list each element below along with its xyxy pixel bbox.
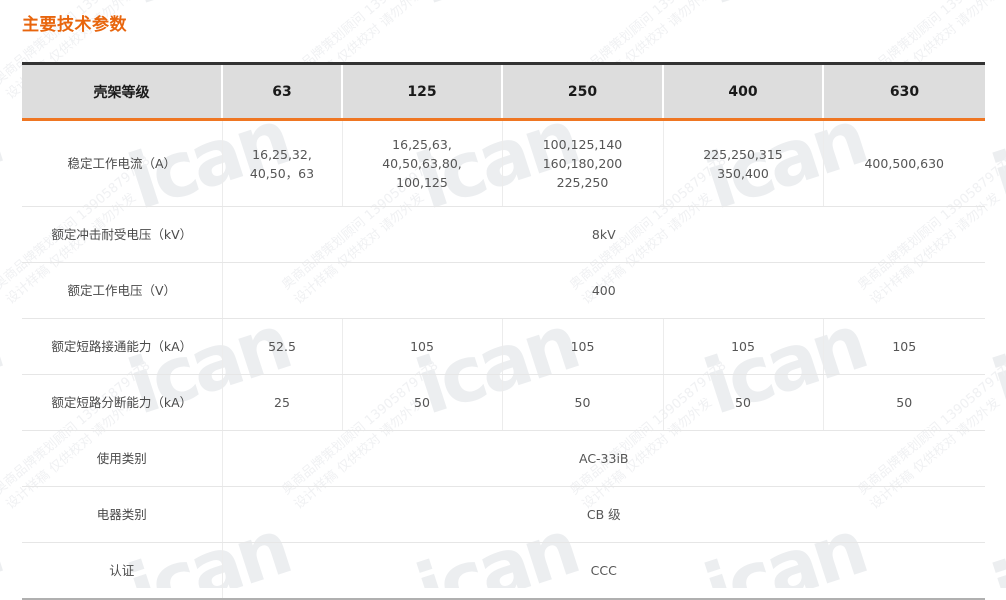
table-body: 稳定工作电流（A） 16,25,32, 40,50，63 16,25,63, 40,50… — [22, 119, 985, 600]
row-value: 16,25,32, 40,50，63 — [222, 119, 343, 207]
header-cell-rating-125: 125 — [342, 62, 503, 121]
row-value: 400,500,630 — [823, 119, 985, 207]
table-row: 稳定工作电流（A） 16,25,32, 40,50，63 16,25,63, 40,50… — [22, 119, 985, 207]
row-label: 额定冲击耐受电压（kV） — [22, 206, 223, 263]
table-header-row: 壳架等级 63 125 250 400 630 — [22, 62, 985, 121]
row-value-merged: 8kV — [222, 206, 985, 263]
row-value: 50 — [502, 374, 664, 431]
row-value: 225,250,315 350,400 — [663, 119, 824, 207]
row-value-merged: 400 — [222, 262, 985, 319]
row-value: 50 — [342, 374, 503, 431]
table-row: 额定短路分断能力（kA） 25 50 50 50 50 — [22, 374, 985, 431]
header-cell-rating-63: 63 — [222, 62, 343, 121]
row-label: 额定工作电压（V） — [22, 262, 223, 319]
row-value: 52.5 — [222, 318, 343, 375]
table-row: 额定工作电压（V） 400 — [22, 262, 985, 319]
technical-parameters-table: 壳架等级 63 125 250 400 630 稳定工作电流（A） 16,25,32, 40,… — [22, 62, 985, 600]
row-label: 额定短路分断能力（kA） — [22, 374, 223, 431]
row-value: 50 — [823, 374, 985, 431]
row-label: 认证 — [22, 542, 223, 600]
table-row: 认证 CCC — [22, 542, 985, 600]
row-value: 16,25,63, 40,50,63,80, 100,125 — [342, 119, 503, 207]
table-row: 额定冲击耐受电压（kV） 8kV — [22, 206, 985, 263]
row-label: 使用类别 — [22, 430, 223, 487]
table-row: 电器类别 CB 级 — [22, 486, 985, 543]
page-title: 主要技术参数 — [22, 15, 127, 35]
header-cell-frame-rating: 壳架等级 — [22, 62, 223, 121]
row-value: 100,125,140 160,180,200 225,250 — [502, 119, 664, 207]
header-cell-rating-630: 630 — [823, 62, 985, 121]
row-value-merged: CB 级 — [222, 486, 985, 543]
row-value: 105 — [663, 318, 824, 375]
table-header: 壳架等级 63 125 250 400 630 — [22, 62, 985, 121]
row-value: 105 — [823, 318, 985, 375]
row-value-merged: AC-33iB — [222, 430, 985, 487]
header-cell-rating-250: 250 — [502, 62, 664, 121]
row-value-merged: CCC — [222, 542, 985, 600]
row-value: 25 — [222, 374, 343, 431]
row-label: 额定短路接通能力（kA） — [22, 318, 223, 375]
row-label: 稳定工作电流（A） — [22, 119, 223, 207]
table-row: 使用类别 AC-33iB — [22, 430, 985, 487]
header-cell-rating-400: 400 — [663, 62, 824, 121]
table-row: 额定短路接通能力（kA） 52.5 105 105 105 105 — [22, 318, 985, 375]
row-value: 105 — [342, 318, 503, 375]
row-value: 105 — [502, 318, 664, 375]
row-label: 电器类别 — [22, 486, 223, 543]
row-value: 50 — [663, 374, 824, 431]
